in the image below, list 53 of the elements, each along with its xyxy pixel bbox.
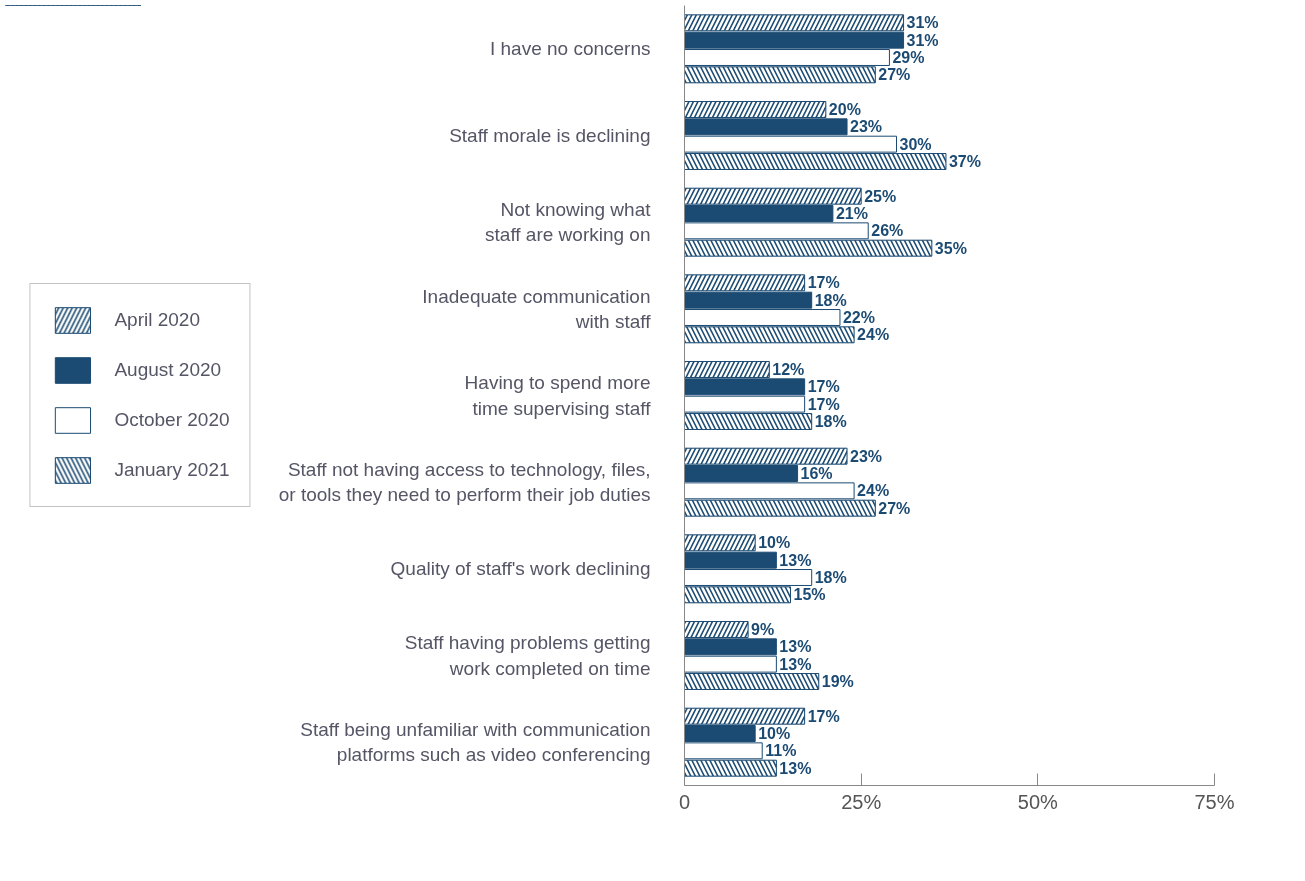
data-label: 23%	[850, 447, 883, 465]
legend-label: October 2020	[114, 409, 230, 431]
data-label: 24%	[857, 482, 890, 500]
data-label: 19%	[821, 673, 854, 690]
data-label: 35%	[934, 239, 967, 257]
data-label: 31%	[906, 31, 939, 49]
y-tick-label: Inadequate communication with staff	[422, 285, 652, 332]
y-tick-label: Quality of staff's work declining	[390, 558, 651, 580]
data-label: 18%	[814, 413, 847, 430]
legend-label: August 2020	[114, 359, 222, 381]
data-label: 30%	[899, 135, 932, 153]
data-label: 23%	[850, 118, 883, 136]
x-tick-label: 0	[678, 790, 691, 813]
data-label: 29%	[892, 49, 925, 66]
data-label: 12%	[772, 361, 805, 378]
data-label: 11%	[765, 742, 797, 760]
data-label: 13%	[779, 551, 812, 569]
x-tick-label: 50%	[1017, 790, 1059, 813]
legend-label: January 2021	[114, 459, 230, 481]
data-label: 17%	[807, 274, 840, 292]
data-label: 10%	[758, 534, 791, 552]
y-tick-label: Staff not having access to technology, files, or tools they need to perform their job duties	[278, 459, 651, 506]
data-label: 37%	[948, 153, 981, 170]
x-tick-label: 75%	[1194, 790, 1235, 813]
data-label: 10%	[758, 725, 791, 742]
data-label: 24%	[857, 326, 890, 344]
data-label: 13%	[779, 655, 812, 673]
data-label: 13%	[779, 638, 812, 656]
y-tick-label: Staff being unfamiliar with communication platforms such as video conferencing	[300, 719, 651, 766]
y-tick-label: I have no concerns	[489, 38, 651, 60]
data-label: 17%	[807, 395, 840, 413]
y-tick-label: Staff having problems getting work completed on time	[404, 632, 651, 679]
y-tick-label: Staff morale is declining	[449, 125, 651, 146]
x-tick-label: 25%	[841, 790, 882, 813]
data-label: 31%	[906, 14, 939, 32]
data-label: 9%	[751, 621, 775, 638]
legend-label: April 2020	[114, 309, 200, 331]
data-label: 17%	[807, 378, 840, 396]
data-label: 18%	[814, 569, 847, 586]
data-label: 27%	[878, 499, 911, 517]
data-label: 22%	[842, 309, 875, 326]
data-label: 13%	[779, 759, 812, 777]
data-label: 18%	[814, 291, 847, 309]
data-label: 27%	[878, 66, 911, 84]
y-tick-label: Not knowing what staff are working on	[485, 199, 652, 246]
data-label: 16%	[800, 465, 833, 482]
data-label: 17%	[807, 707, 840, 725]
data-label: 26%	[871, 222, 904, 240]
data-label: 21%	[835, 205, 868, 222]
data-label: 25%	[864, 187, 897, 205]
data-label: 15%	[793, 586, 826, 604]
y-tick-label: Having to spend more time supervising staff	[464, 372, 652, 419]
data-label: 20%	[828, 101, 861, 118]
